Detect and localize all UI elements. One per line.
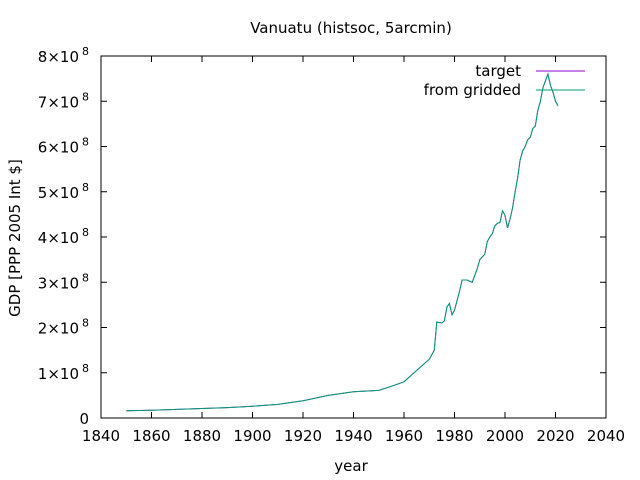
y-tick-mantissa: 5×10 — [38, 184, 79, 202]
x-tick-label: 1960 — [385, 427, 423, 445]
x-tick-label: 1840 — [82, 427, 120, 445]
x-tick-label: 1980 — [435, 427, 473, 445]
y-tick-mantissa: 4×10 — [38, 229, 79, 247]
y-tick-exponent: 8 — [82, 90, 89, 103]
x-tick-label: 1940 — [334, 427, 372, 445]
y-tick-mantissa: 0 — [79, 410, 89, 428]
x-tick-label: 2040 — [587, 427, 625, 445]
legend-label: target — [475, 62, 521, 80]
y-tick-mantissa: 2×10 — [38, 320, 79, 338]
y-tick-label: 8×10 8 — [38, 45, 89, 66]
y-tick-mantissa: 7×10 — [38, 93, 79, 111]
y-axis-ticks: 01×10 82×10 83×10 84×10 85×10 86×10 87×10 88×10… — [38, 45, 606, 428]
y-axis-title: GDP [PPP 2005 Int $] — [6, 159, 24, 317]
plot-frame — [100, 55, 607, 419]
y-tick-mantissa: 3×10 — [38, 274, 79, 292]
y-tick-label: 2×10 8 — [38, 317, 89, 338]
y-tick-label: 6×10 8 — [38, 136, 89, 157]
y-tick-mantissa: 1×10 — [38, 365, 79, 383]
y-tick-mantissa: 8×10 — [38, 48, 79, 66]
x-tick-label: 2000 — [486, 427, 524, 445]
x-tick-label: 1860 — [132, 427, 170, 445]
series-line-target — [126, 72, 559, 412]
x-tick-label: 1880 — [183, 427, 221, 445]
y-tick-exponent: 8 — [82, 181, 89, 194]
y-tick-exponent: 8 — [82, 317, 89, 330]
x-axis-ticks: 1840 1860 1880 1900 1920 1940 1960 1980 2000 2020… — [82, 56, 625, 445]
y-tick-label: 0 — [79, 410, 89, 428]
chart-title: Vanuatu (histsoc, 5arcmin) — [250, 19, 452, 37]
x-tick-label: 1900 — [233, 427, 271, 445]
series-group — [126, 72, 559, 412]
y-tick-label: 1×10 8 — [38, 362, 89, 383]
y-tick-exponent: 8 — [82, 226, 89, 239]
x-tick-label: 2020 — [536, 427, 574, 445]
y-tick-label: 4×10 8 — [38, 226, 89, 247]
y-tick-exponent: 8 — [82, 136, 89, 149]
y-tick-exponent: 8 — [82, 45, 89, 58]
series-line-from-gridded — [126, 72, 559, 412]
y-tick-label: 7×10 8 — [38, 90, 89, 111]
y-tick-exponent: 8 — [82, 271, 89, 284]
y-tick-exponent: 8 — [82, 362, 89, 375]
x-tick-label: 1920 — [284, 427, 322, 445]
y-tick-mantissa: 6×10 — [38, 139, 79, 157]
legend-label: from gridded — [424, 81, 521, 99]
y-tick-label: 5×10 8 — [38, 181, 89, 202]
x-axis-title: year — [334, 457, 368, 475]
y-tick-label: 3×10 8 — [38, 271, 89, 292]
